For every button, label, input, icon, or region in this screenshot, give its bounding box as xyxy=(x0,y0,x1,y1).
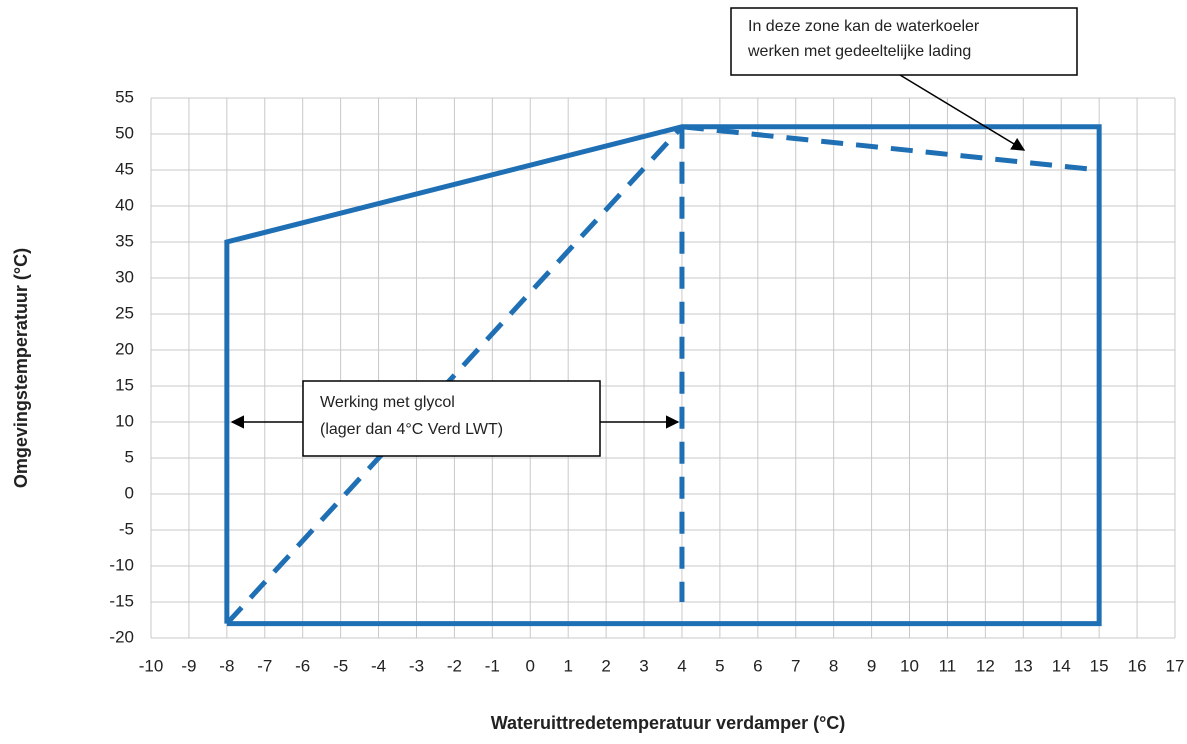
annotation-text: Werking met glycol xyxy=(320,394,455,411)
x-tick-label: 13 xyxy=(1014,656,1033,675)
x-tick-label: 2 xyxy=(601,656,610,675)
y-axis-title: Omgevingstemperatuur (°C) xyxy=(11,248,31,488)
y-tick-label: -15 xyxy=(109,591,134,610)
y-tick-label: 0 xyxy=(125,483,134,502)
y-tick-label: 10 xyxy=(115,411,134,430)
y-tick-label: 45 xyxy=(115,159,134,178)
annotation-box xyxy=(302,380,601,457)
series xyxy=(224,124,1102,627)
x-tick-label: 16 xyxy=(1128,656,1147,675)
y-tick-label: 15 xyxy=(115,375,134,394)
x-tick-label: -8 xyxy=(219,656,234,675)
x-tick-label: -5 xyxy=(333,656,348,675)
x-tick-label: 1 xyxy=(563,656,572,675)
x-tick-label: 6 xyxy=(753,656,762,675)
x-tick-label: 12 xyxy=(976,656,995,675)
x-axis-title: Wateruittredetemperatuur verdamper (°C) xyxy=(491,713,846,733)
x-tick-label: -9 xyxy=(181,656,196,675)
y-tick-label: 40 xyxy=(115,195,134,214)
x-tick-label: 7 xyxy=(791,656,800,675)
series-line xyxy=(224,124,1102,627)
x-tick-label: -4 xyxy=(371,656,386,675)
x-tick-label: 15 xyxy=(1090,656,1109,675)
x-tick-label: 4 xyxy=(677,656,686,675)
x-tick-label: 14 xyxy=(1052,656,1071,675)
y-tick-label: -20 xyxy=(109,627,134,646)
x-tick-label: 10 xyxy=(900,656,919,675)
y-tick-label: 50 xyxy=(115,123,134,142)
series-line xyxy=(225,125,684,626)
annotation-arrow xyxy=(899,74,1026,151)
y-tick-label: -5 xyxy=(119,519,134,538)
x-tick-label: 0 xyxy=(526,656,535,675)
y-tick-label: 20 xyxy=(115,339,134,358)
x-tick-label: -3 xyxy=(409,656,424,675)
x-tick-label: -2 xyxy=(447,656,462,675)
grid xyxy=(150,97,1176,639)
x-tick-label: 5 xyxy=(715,656,724,675)
x-tick-label: 8 xyxy=(829,656,838,675)
series-line xyxy=(681,124,1100,173)
annotation-text: (lager dan 4°C Verd LWT) xyxy=(320,421,503,438)
x-tick-label: -6 xyxy=(295,656,310,675)
x-tick-label: -1 xyxy=(485,656,500,675)
x-tick-label: 9 xyxy=(867,656,876,675)
x-tick-label: -7 xyxy=(257,656,272,675)
annotation-text: In deze zone kan de waterkoeler xyxy=(748,18,980,35)
x-tick-label: 11 xyxy=(939,656,957,675)
y-tick-label: 30 xyxy=(115,267,134,286)
x-tick-label: 3 xyxy=(639,656,648,675)
x-tick-label: 17 xyxy=(1166,656,1185,675)
y-tick-label: 35 xyxy=(115,231,134,250)
y-tick-label: 55 xyxy=(115,87,134,106)
y-tick-label: -10 xyxy=(109,555,134,574)
annotation-box xyxy=(730,7,1078,76)
y-tick-label: 25 xyxy=(115,303,134,322)
annotation-text: werken met gedeeltelijke lading xyxy=(747,43,971,60)
y-tick-label: 5 xyxy=(125,447,134,466)
x-tick-label: -10 xyxy=(139,656,164,675)
